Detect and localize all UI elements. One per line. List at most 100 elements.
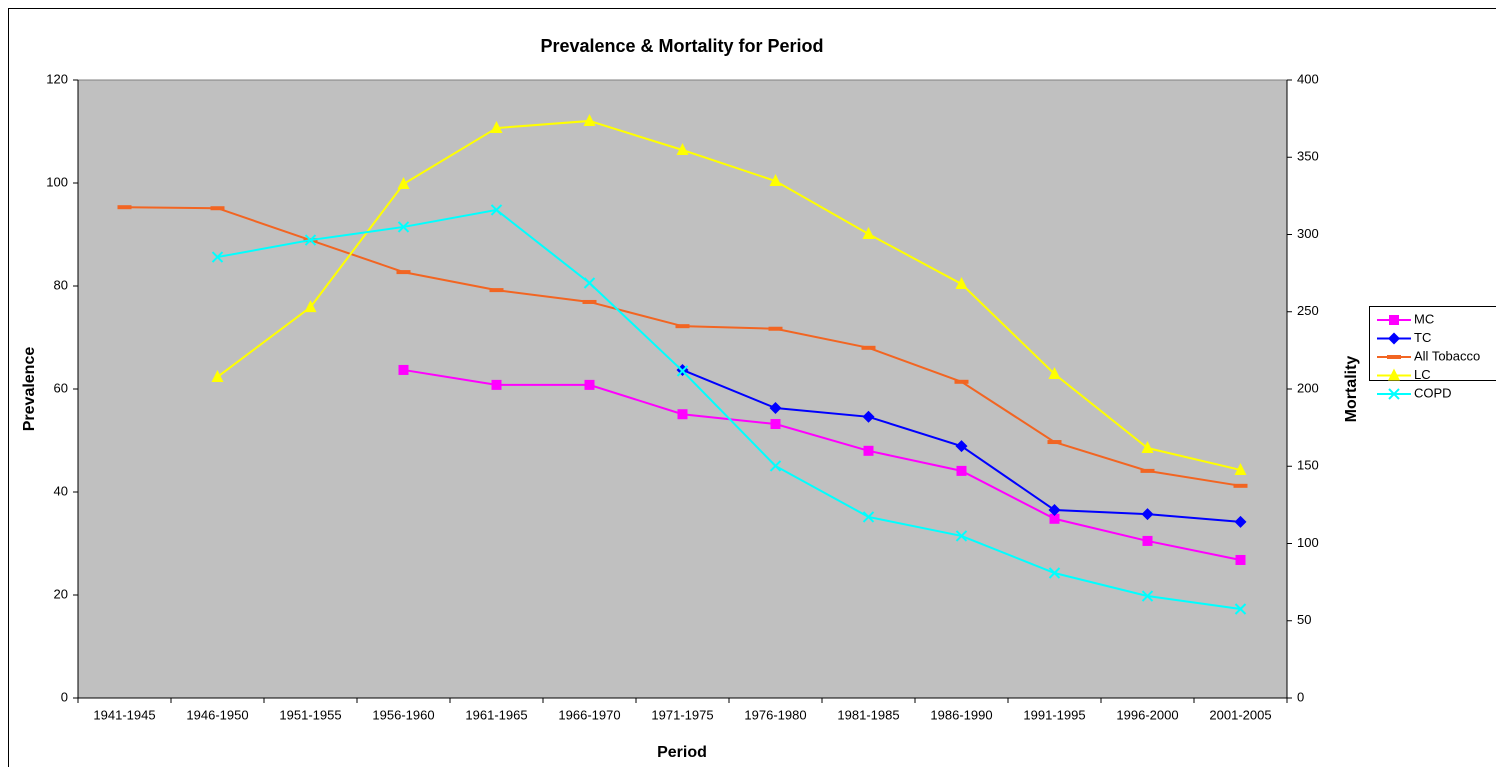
y2-axis-label: Mortality	[1343, 356, 1360, 423]
y-tick-label: 0	[61, 689, 68, 704]
x-axis-label: Period	[657, 744, 707, 761]
marker	[676, 365, 689, 377]
y2-tick-label: 200	[1297, 380, 1319, 395]
marker	[582, 299, 597, 304]
marker	[1234, 515, 1247, 528]
x-tick-label: 1956-1960	[372, 707, 434, 722]
y2-tick-label: 0	[1297, 689, 1304, 704]
legend-label: All Tobacco	[1414, 348, 1480, 363]
marker	[1048, 504, 1061, 517]
marker	[954, 379, 969, 384]
marker	[489, 288, 504, 293]
marker	[1142, 535, 1153, 546]
marker	[770, 419, 781, 430]
legend-label: COPD	[1414, 385, 1452, 400]
marker	[768, 326, 783, 331]
marker	[396, 270, 411, 275]
marker	[1141, 508, 1154, 521]
marker	[769, 174, 782, 187]
marker	[1047, 440, 1062, 445]
marker	[583, 113, 596, 126]
marker	[1235, 554, 1246, 565]
marker	[1233, 483, 1248, 488]
x-tick-label: 1961-1965	[465, 707, 527, 722]
marker	[955, 440, 968, 453]
marker	[863, 445, 874, 456]
marker	[1234, 603, 1247, 615]
x-tick-label: 1966-1970	[558, 707, 620, 722]
y2-tick-label: 400	[1297, 71, 1319, 86]
marker	[1048, 567, 1061, 579]
marker	[769, 402, 782, 415]
marker	[956, 465, 967, 476]
y-tick-label: 100	[46, 174, 68, 189]
marker	[1141, 441, 1154, 454]
marker	[955, 530, 968, 542]
marker	[211, 251, 224, 263]
marker	[1388, 388, 1400, 400]
y-tick-label: 20	[54, 586, 68, 601]
legend-label: TC	[1414, 330, 1431, 345]
x-tick-label: 1951-1955	[279, 707, 341, 722]
y2-tick-label: 150	[1297, 458, 1319, 473]
legend-label: LC	[1414, 367, 1431, 382]
marker	[677, 409, 688, 420]
marker	[584, 379, 595, 390]
marker	[675, 324, 690, 329]
marker	[397, 176, 410, 189]
x-tick-label: 1941-1945	[93, 707, 155, 722]
y-tick-label: 60	[54, 380, 68, 395]
marker	[583, 277, 596, 289]
marker	[304, 234, 317, 246]
y2-tick-label: 350	[1297, 149, 1319, 164]
marker	[769, 460, 782, 472]
marker	[862, 410, 875, 423]
marker	[861, 345, 876, 350]
x-tick-label: 1976-1980	[744, 707, 806, 722]
x-tick-label: 1986-1990	[930, 707, 992, 722]
y2-tick-label: 300	[1297, 226, 1319, 241]
marker	[117, 205, 132, 210]
y-tick-label: 40	[54, 483, 68, 498]
marker	[211, 369, 224, 382]
marker	[398, 364, 409, 375]
x-tick-label: 1971-1975	[651, 707, 713, 722]
marker	[862, 511, 875, 523]
marker	[955, 276, 968, 289]
marker	[491, 379, 502, 390]
chart-title: Prevalence & Mortality for Period	[540, 36, 823, 56]
x-tick-label: 1946-1950	[186, 707, 248, 722]
marker	[862, 227, 875, 240]
marker	[397, 221, 410, 233]
marker	[1388, 368, 1400, 381]
x-tick-label: 1996-2000	[1116, 707, 1178, 722]
x-tick-label: 1991-1995	[1023, 707, 1085, 722]
y-tick-label: 120	[46, 71, 68, 86]
marker	[1140, 468, 1155, 473]
marker	[490, 204, 503, 216]
series-line	[217, 208, 1241, 610]
marker	[1234, 462, 1247, 475]
y2-tick-label: 100	[1297, 535, 1319, 550]
marker	[1387, 355, 1401, 359]
marker	[1049, 513, 1060, 524]
plot-area	[77, 79, 1288, 699]
series-line	[403, 368, 1241, 561]
legend-label: MC	[1414, 311, 1434, 326]
marker	[490, 121, 503, 134]
y-tick-label: 80	[54, 277, 68, 292]
x-tick-label: 2001-2005	[1209, 707, 1271, 722]
marker	[1141, 590, 1154, 602]
marker	[304, 300, 317, 313]
y-axis-label: Prevalence	[21, 347, 38, 432]
marker	[676, 142, 689, 155]
marker	[1389, 315, 1399, 325]
x-tick-label: 1981-1985	[837, 707, 899, 722]
marker	[1388, 332, 1400, 345]
series-line	[216, 119, 1241, 471]
marker	[1048, 367, 1061, 380]
y2-tick-label: 50	[1297, 612, 1311, 627]
y2-tick-label: 250	[1297, 303, 1319, 318]
marker	[210, 206, 225, 211]
